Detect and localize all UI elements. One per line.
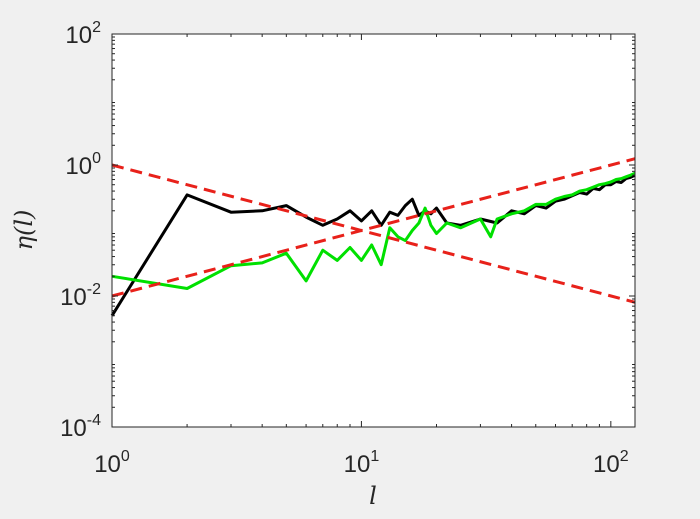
series-line-1 <box>111 171 636 290</box>
x-tick-label: 100 <box>94 448 130 478</box>
series-layer <box>110 157 636 317</box>
x-tick-label: 102 <box>593 448 629 478</box>
x-tick-label: 101 <box>344 448 380 478</box>
reference-line-3 <box>111 157 636 298</box>
tick-layer: 100 101 102 10-4 10-2 100 102 <box>60 19 635 478</box>
x-axis-label: l <box>369 482 377 510</box>
y-axis-label: η(l) <box>10 210 38 251</box>
y-tick-label: 100 <box>65 150 101 180</box>
plot-area <box>112 34 635 427</box>
plot-frame <box>111 33 636 428</box>
y-tick-label: 10-4 <box>60 412 101 442</box>
y-tick-label: 102 <box>65 19 101 49</box>
y-tick-label: 10-2 <box>60 281 101 311</box>
reference-line-2 <box>111 163 636 304</box>
